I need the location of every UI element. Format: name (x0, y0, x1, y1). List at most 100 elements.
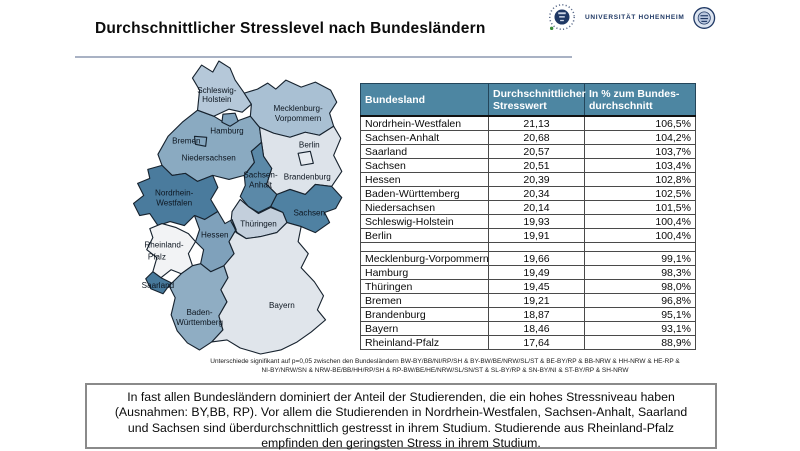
table-row: Saarland 20,57 103,7% (360, 144, 696, 159)
university-seal-icon (549, 4, 575, 31)
map-label: Nordrhein- (155, 189, 194, 198)
stress-value: 19,93 (488, 214, 585, 229)
stress-value: 18,46 (488, 321, 585, 336)
university-crest-icon (692, 6, 715, 29)
stress-value: 20,51 (488, 158, 585, 173)
pct-value: 88,9% (584, 335, 696, 350)
table-row: Thüringen 19,45 98,0% (360, 279, 696, 294)
header-bundesland: Bundesland (360, 83, 489, 117)
map-label: Vorpommern (275, 114, 321, 123)
summary-box: In fast allen Bundesländern dominiert de… (85, 383, 717, 450)
pct-value: 102,8% (584, 172, 696, 187)
stress-value: 19,45 (488, 279, 585, 294)
map-label: Bayern (269, 301, 295, 310)
stress-value: 20,34 (488, 186, 585, 201)
stress-value: 20,68 (488, 130, 585, 145)
pct-value: 100,4% (584, 228, 696, 243)
header-stresswert: Durchschnittlicher Stresswert (488, 83, 586, 117)
map-state-sachsen-anhalt (239, 141, 278, 214)
map-label: Westfalen (156, 199, 192, 208)
pct-value: 100,4% (584, 214, 696, 229)
significance-footnote: Unterschiede signifikant auf p=0,05 zwis… (95, 358, 795, 375)
state-name: Bremen (360, 293, 489, 308)
pct-value: 103,4% (584, 158, 696, 173)
state-name: Saarland (360, 144, 489, 159)
map-state-schleswig-holstein (191, 60, 252, 117)
stress-value: 20,39 (488, 172, 585, 187)
map-label: Sachsen (293, 209, 325, 218)
map-label: Thüringen (240, 220, 277, 229)
footnote-line-2: NI-BY/NRW/SN & NRW-BE/BB/HH/RP/SH & RP-B… (261, 366, 629, 374)
summary-text: In fast allen Bundesländern dominiert de… (114, 390, 688, 450)
state-name: Hamburg (360, 265, 489, 280)
title-divider (75, 56, 572, 58)
map-state-hamburg (221, 112, 239, 127)
pct-value: 98,3% (584, 265, 696, 280)
page-title: Durchschnittlicher Stresslevel nach Bund… (95, 20, 486, 37)
map-state-berlin (297, 150, 314, 166)
state-name: Berlin (360, 228, 489, 243)
pct-value: 96,8% (584, 293, 696, 308)
table-row: Berlin 19,91 100,4% (360, 228, 696, 243)
stress-value: 18,87 (488, 307, 585, 322)
table-row: Bremen 19,21 96,8% (360, 293, 696, 308)
state-name: Brandenburg (360, 307, 489, 322)
university-name: UNIVERSITÄT HOHENHEIM (584, 14, 685, 21)
table-row: Schleswig-Holstein 19,93 100,4% (360, 214, 696, 229)
stress-value: 21,13 (488, 115, 585, 131)
state-name: Schleswig-Holstein (360, 214, 489, 229)
table-row: Hessen 20,39 102,8% (360, 172, 696, 187)
state-name: Mecklenburg-Vorpommern (360, 251, 489, 266)
map-label: Saarland (142, 281, 174, 290)
pct-value: 103,7% (584, 144, 696, 159)
map-label: Schleswig- (197, 86, 237, 95)
pct-value: 95,1% (584, 307, 696, 322)
table-spacer-row (360, 242, 696, 252)
map-state-bremen (193, 135, 208, 147)
university-logos: UNIVERSITÄT HOHENHEIM (546, 1, 716, 34)
table-row: Niedersachsen 20,14 101,5% (360, 200, 696, 215)
pct-value: 93,1% (584, 321, 696, 336)
state-name: Thüringen (360, 279, 489, 294)
pct-value: 99,1% (584, 251, 696, 266)
map-label: Württemberg (176, 318, 223, 327)
pct-value: 106,5% (584, 115, 696, 131)
map-label: Berlin (299, 140, 320, 149)
footnote-line-1: Unterschiede signifikant auf p=0,05 zwis… (210, 358, 680, 365)
header-prozent: In % zum Bundes-durchschnitt (584, 83, 696, 117)
table-row: Bayern 18,46 93,1% (360, 321, 696, 336)
stress-value: 20,14 (488, 200, 585, 215)
pct-value: 102,5% (584, 186, 696, 201)
map-label: Mecklenburg- (274, 104, 323, 113)
stress-value: 19,49 (488, 265, 585, 280)
map-label: Hamburg (210, 126, 243, 135)
table-row: Hamburg 19,49 98,3% (360, 265, 696, 280)
map-label: Pfalz (148, 253, 166, 262)
green-dot-icon (549, 26, 554, 31)
map-label: Hessen (201, 231, 229, 240)
stress-value: 19,21 (488, 293, 585, 308)
table-row: Sachsen-Anhalt 20,68 104,2% (360, 130, 696, 145)
state-name: Sachsen (360, 158, 489, 173)
map-label: Sachsen- (243, 170, 278, 179)
table-row: Nordrhein-Westfalen 21,13 106,5% (360, 115, 696, 131)
pct-value: 104,2% (584, 130, 696, 145)
stress-value: 17,64 (488, 335, 585, 350)
map-label: Baden- (186, 308, 212, 317)
map-label: Brandenburg (284, 172, 331, 181)
map-label: Holstein (202, 95, 231, 104)
map-state-bayern (211, 218, 327, 355)
table-row: Brandenburg 18,87 95,1% (360, 307, 696, 322)
map-label: Anhalt (249, 180, 273, 189)
map-state-saarland (145, 271, 172, 295)
stress-value: 20,57 (488, 144, 585, 159)
table-header-row: Bundesland Durchschnittlicher Stresswert… (360, 83, 696, 117)
pct-value: 101,5% (584, 200, 696, 215)
stress-table: Bundesland Durchschnittlicher Stresswert… (360, 83, 696, 350)
map-label: Rheinland- (144, 241, 184, 250)
pct-value: 98,0% (584, 279, 696, 294)
table-row: Rheinland-Pfalz 17,64 88,9% (360, 335, 696, 350)
state-name: Sachsen-Anhalt (360, 130, 489, 145)
table-row: Mecklenburg-Vorpommern 19,66 99,1% (360, 251, 696, 266)
